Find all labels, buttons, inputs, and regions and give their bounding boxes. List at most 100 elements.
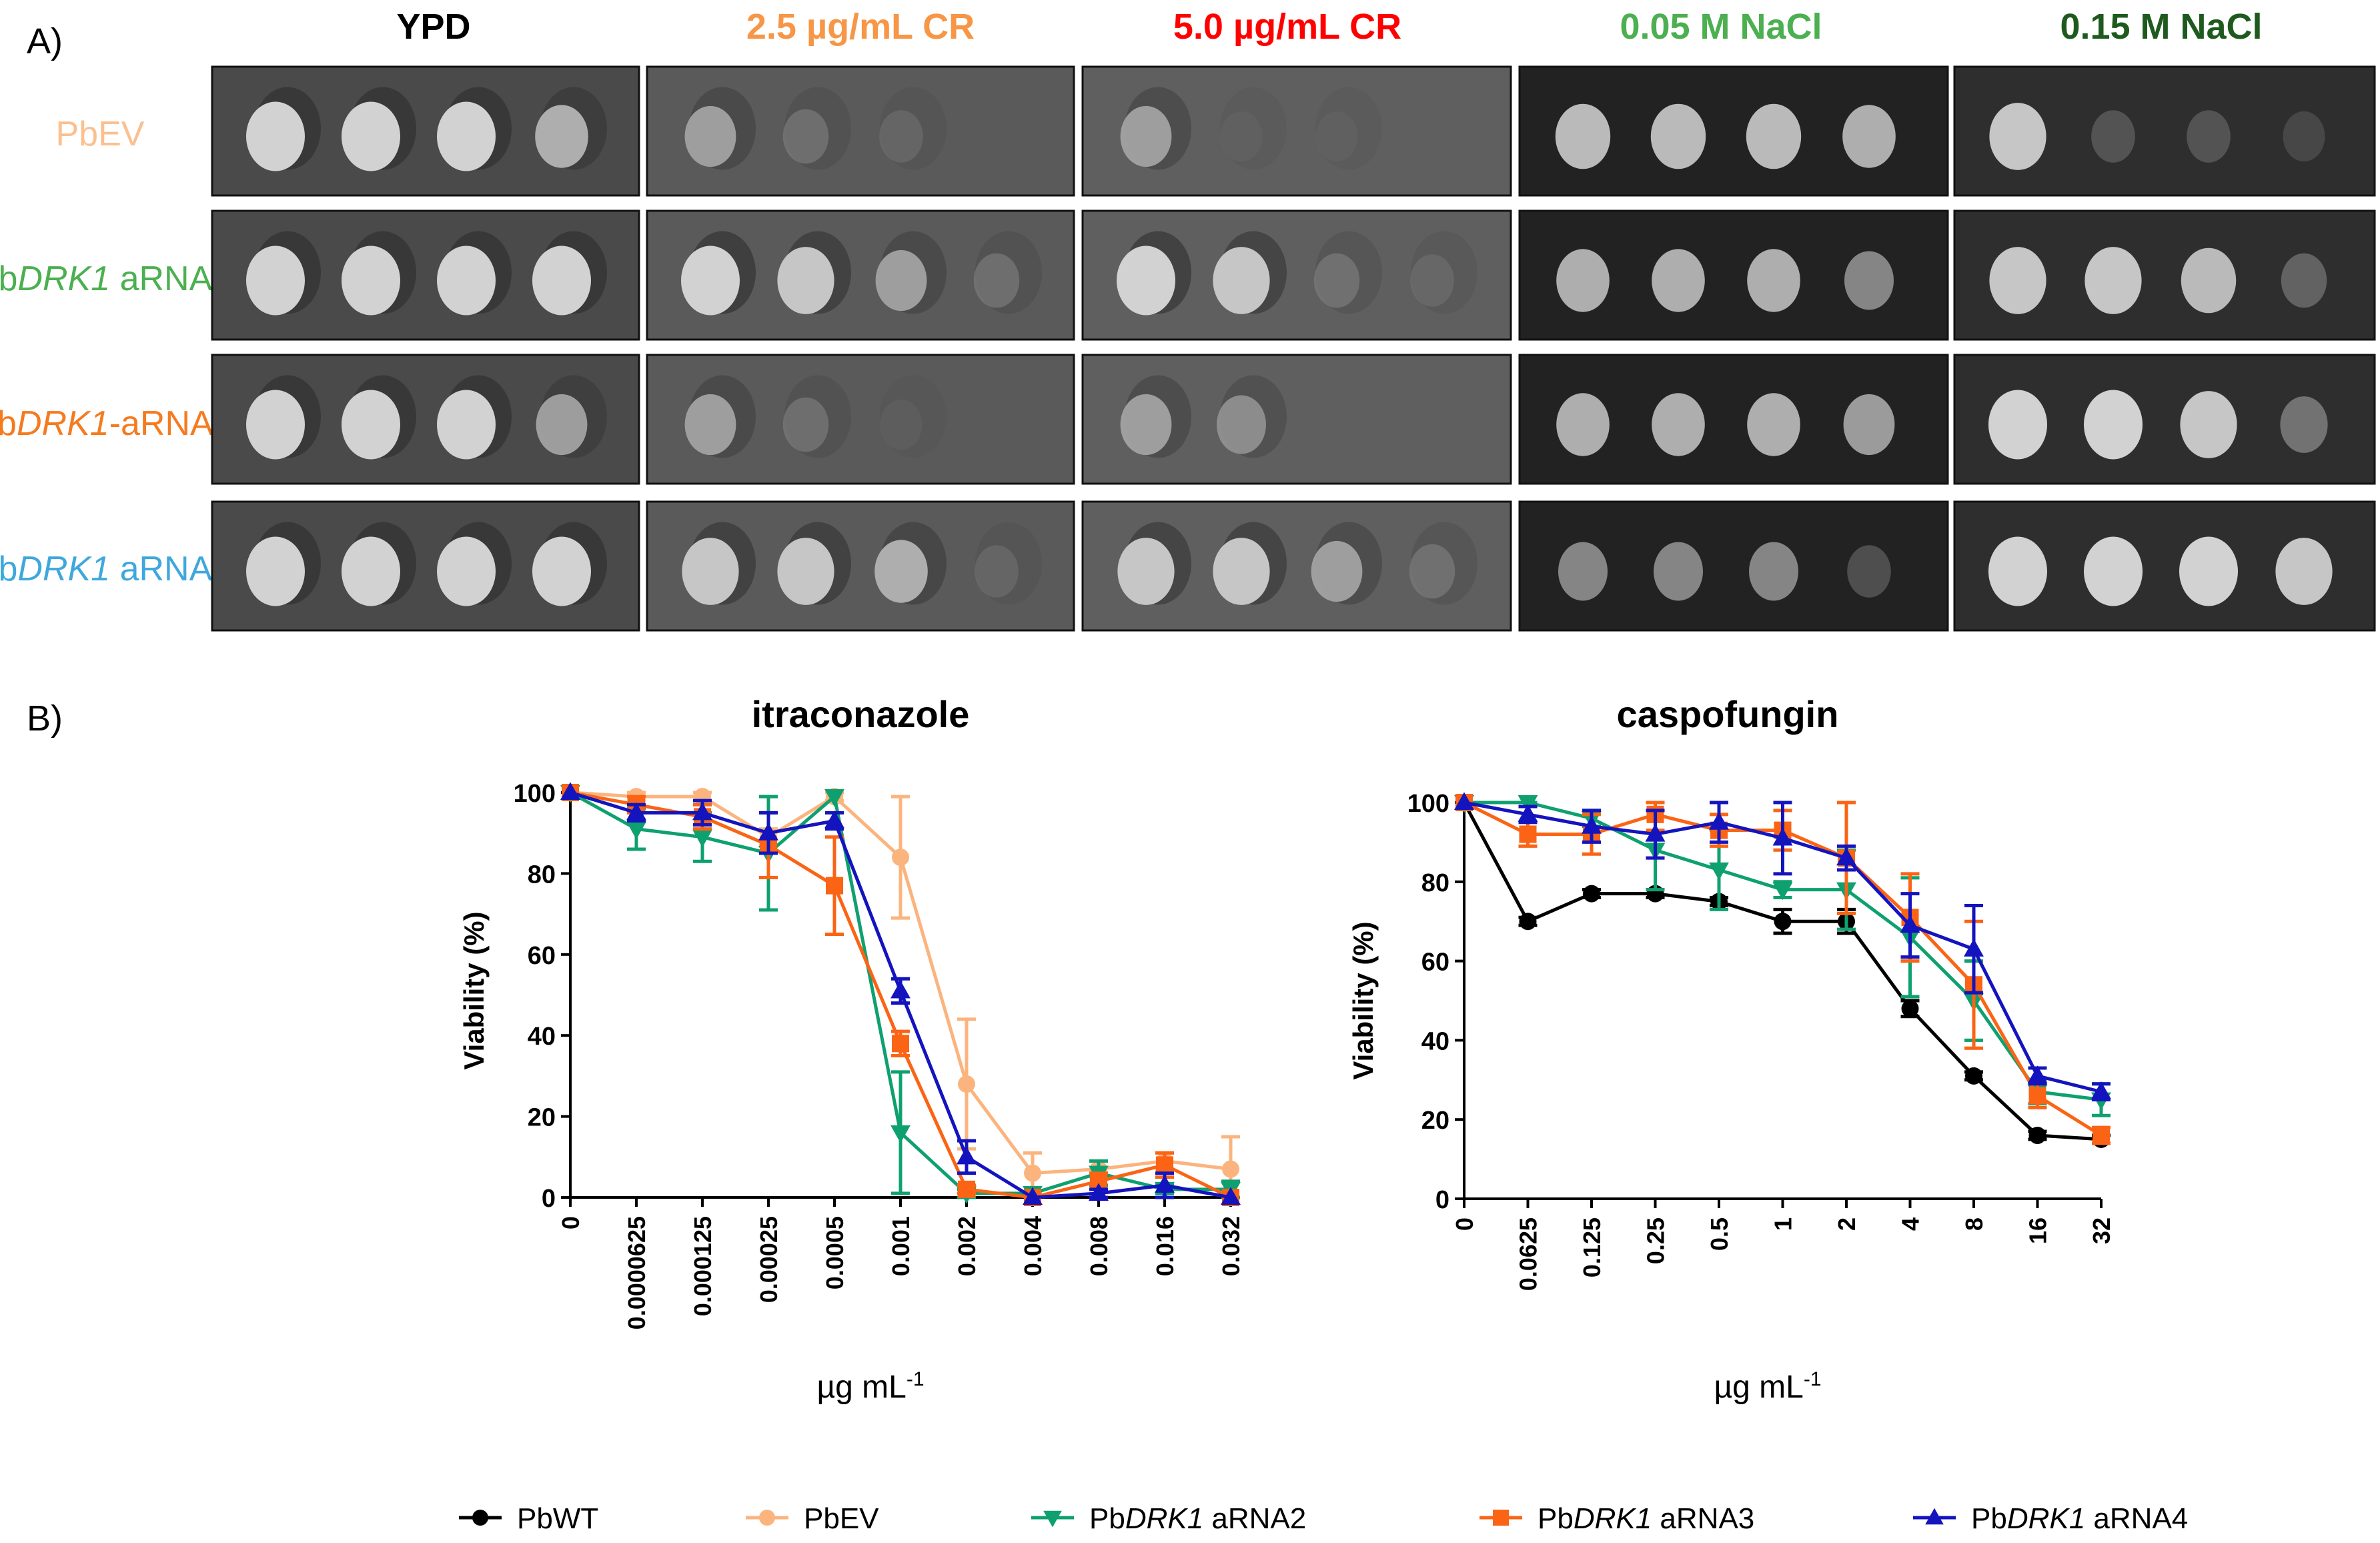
data-point <box>1221 1187 1241 1205</box>
colony-spot <box>875 249 927 312</box>
row-labels: PbEV PbDRK1 aRNA2 PbDRK1-aRNA3 PbDRK1 aR… <box>0 115 233 588</box>
data-point <box>824 789 844 807</box>
x-tick-label: 8 <box>1960 1217 1988 1231</box>
colony-spot <box>777 247 834 314</box>
row-label-arna3: PbDRK1-aRNA3 <box>0 404 233 443</box>
x-tick-label: 0 <box>557 1216 584 1229</box>
chart-title: itraconazole <box>752 693 970 735</box>
data-point <box>958 1180 975 1198</box>
data-point <box>1900 915 1920 933</box>
colony-spot <box>1409 544 1455 599</box>
y-tick-label: 80 <box>1421 869 1449 897</box>
y-tick-label: 20 <box>1421 1107 1449 1135</box>
colony-spot <box>2085 247 2142 314</box>
x-tick-label: 0.004 <box>1019 1216 1047 1276</box>
data-point <box>1222 1160 1239 1178</box>
colony-spot <box>437 245 496 316</box>
x-tick-label: 1 <box>1770 1217 1797 1231</box>
panel-b-label: B) <box>27 698 63 738</box>
series-pbdrk1-arna4 <box>560 782 1241 1205</box>
colony-spot <box>1213 247 1270 314</box>
data-point <box>890 980 911 999</box>
colony-spot <box>2180 391 2237 458</box>
colony-spot <box>684 394 736 456</box>
data-point <box>1709 812 1729 830</box>
column-headers: YPD 2.5 µg/mL CR 5.0 µg/mL CR 0.05 M NaC… <box>396 7 2262 47</box>
data-point <box>824 810 844 829</box>
x-tick-label: 0.016 <box>1151 1216 1179 1276</box>
colony-spot <box>1842 105 1896 168</box>
panel-a-label: A) <box>27 21 63 61</box>
x-tick-label: 4 <box>1897 1217 1924 1231</box>
colony-spot <box>1120 394 1172 456</box>
colony-spot <box>246 536 305 606</box>
colony-spot <box>1749 542 1798 601</box>
data-point <box>692 802 712 821</box>
y-tick-label: 60 <box>1421 949 1449 977</box>
colony-spot <box>1989 103 2046 170</box>
colony-spot <box>879 110 923 163</box>
column-header-cr-5-0: 5.0 µg/mL CR <box>1173 7 1401 47</box>
colony-spot <box>246 101 305 171</box>
data-point <box>1155 1175 1175 1193</box>
colony-spot <box>437 390 496 460</box>
y-tick-label: 40 <box>1421 1027 1449 1055</box>
data-point <box>1836 847 1856 866</box>
colony-spot <box>1556 393 1610 456</box>
data-point <box>890 1125 911 1143</box>
colony-spot <box>880 399 923 450</box>
data-point <box>626 802 646 821</box>
caspofungin-chart: caspofungin Viability (%) µg mL-1 020406… <box>1347 693 2115 1405</box>
colony-spot <box>782 397 829 452</box>
colony-spot <box>777 538 834 605</box>
legend-marker <box>1493 1510 1509 1526</box>
x-tick-label: 0.00025 <box>755 1216 782 1303</box>
colony-spot <box>342 245 400 316</box>
spot-shadow <box>1315 87 1382 170</box>
data-point <box>957 1146 977 1165</box>
data-point <box>1772 827 1793 846</box>
colony-spot <box>342 536 400 606</box>
legend-item: PbEV <box>746 1502 879 1535</box>
colony-spot <box>2179 536 2238 606</box>
colony-spot <box>2084 536 2143 606</box>
x-tick-label: 0.032 <box>1217 1216 1245 1276</box>
colony-spot <box>437 101 496 171</box>
data-point <box>2093 1126 2110 1144</box>
data-point <box>1023 1187 1043 1205</box>
legend-label: PbEV <box>804 1502 879 1535</box>
colony-spot <box>1650 103 1706 169</box>
spot-assay-plates <box>211 65 2376 632</box>
row-label-pbev: PbEV <box>56 115 145 153</box>
colony-spot <box>2275 538 2333 605</box>
legend-item: PbDRK1 aRNA3 <box>1479 1502 1754 1535</box>
data-point <box>1518 804 1538 822</box>
legend-label: PbDRK1 aRNA2 <box>1089 1502 1306 1535</box>
x-tick-label: 0.001 <box>887 1216 915 1276</box>
colony-spot <box>1844 251 1894 310</box>
y-tick-label: 80 <box>528 861 556 889</box>
y-tick-label: 0 <box>542 1185 556 1213</box>
colony-spot <box>1558 542 1608 601</box>
colony-spot <box>1117 245 1175 316</box>
colony-spot <box>1747 393 1800 456</box>
data-point <box>758 823 778 841</box>
y-tick-label: 60 <box>528 942 556 970</box>
data-point <box>692 829 712 848</box>
chart-title: caspofungin <box>1617 693 1839 735</box>
colony-spot <box>532 245 591 316</box>
data-point <box>1965 1067 1982 1085</box>
colony-spot <box>1556 249 1610 312</box>
legend: PbWT PbEV PbDRK1 aRNA2 PbDRK1 aRNA3 PbDRK1 a… <box>459 1502 2188 1535</box>
colony-spot <box>975 545 1019 598</box>
data-point <box>626 821 646 840</box>
colony-spot <box>1213 538 1270 605</box>
colony-spot <box>342 390 400 460</box>
colony-spot <box>1315 111 1358 162</box>
legend-marker <box>472 1510 488 1526</box>
colony-spot <box>1652 393 1705 456</box>
x-tick-label: 0.5 <box>1706 1217 1733 1251</box>
data-point <box>1519 825 1537 843</box>
data-point <box>958 1075 975 1093</box>
